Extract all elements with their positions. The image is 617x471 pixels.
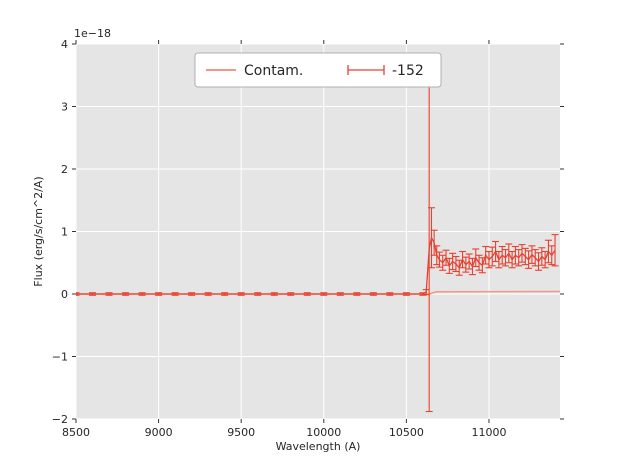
y-tick-label: 3	[61, 101, 68, 114]
x-tick-label: 9500	[227, 426, 255, 439]
x-tick-label: 10000	[306, 426, 341, 439]
x-tick-label: 11000	[471, 426, 506, 439]
errorbar-series	[76, 85, 559, 413]
y-tick-label: 0	[61, 288, 68, 301]
legend-box	[194, 52, 442, 88]
x-tick-label: 10500	[389, 426, 424, 439]
x-axis-label: Wavelength (A)	[276, 440, 361, 453]
x-tick-label: 9000	[145, 426, 173, 439]
x-tick-label: 8500	[62, 426, 90, 439]
y-tick-label: 1	[61, 226, 68, 239]
flux-line	[76, 235, 556, 295]
legend: Contam. -152	[194, 52, 442, 88]
legend-label: -152	[392, 63, 424, 79]
y-tick-label: 2	[61, 163, 68, 176]
y-tick-label: 4	[61, 38, 68, 51]
y-tick-label: −2	[52, 413, 68, 426]
legend-label: Contam.	[244, 63, 303, 79]
y-tick-label: −1	[52, 351, 68, 364]
y-axis-offset-text: 1e−18	[74, 27, 111, 40]
y-axis-label: Flux (erg/s/cm^2/A)	[32, 176, 45, 286]
